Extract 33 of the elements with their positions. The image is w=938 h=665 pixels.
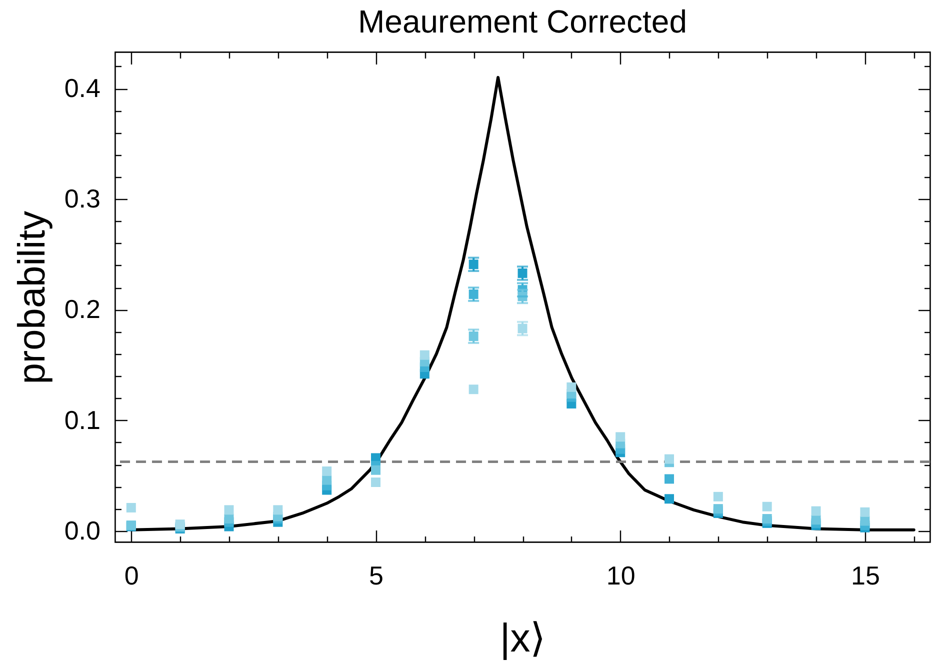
x-tick-label: 0 — [124, 560, 139, 590]
point — [566, 382, 576, 392]
point — [762, 502, 772, 512]
point — [664, 494, 674, 504]
point — [322, 475, 332, 485]
y-tick-label: 0.0 — [64, 515, 100, 546]
point — [371, 465, 380, 475]
chart-title: Meaurement Corrected — [358, 3, 688, 40]
point — [322, 466, 332, 476]
point — [811, 515, 821, 525]
point — [713, 492, 723, 502]
x-tick-label: 15 — [850, 560, 880, 590]
y-axis-title: probability — [11, 210, 54, 384]
x-tick-label: 5 — [369, 560, 384, 590]
point — [371, 478, 380, 488]
y-tick-label: 0.2 — [64, 294, 100, 324]
point — [664, 454, 674, 464]
point — [811, 506, 821, 516]
point — [664, 474, 674, 484]
point — [860, 516, 870, 526]
y-tick-label: 0.4 — [64, 73, 100, 103]
y-tick-label: 0.3 — [64, 184, 100, 214]
point — [616, 432, 626, 442]
x-tick-label: 10 — [606, 560, 636, 590]
point — [126, 502, 136, 512]
y-tick-label: 0.1 — [64, 404, 100, 435]
x-axis-title: |x⟩ — [500, 616, 546, 660]
point — [860, 507, 870, 517]
point — [224, 514, 234, 524]
point — [273, 505, 283, 515]
point — [420, 350, 430, 360]
point — [224, 505, 234, 515]
point — [468, 384, 478, 394]
